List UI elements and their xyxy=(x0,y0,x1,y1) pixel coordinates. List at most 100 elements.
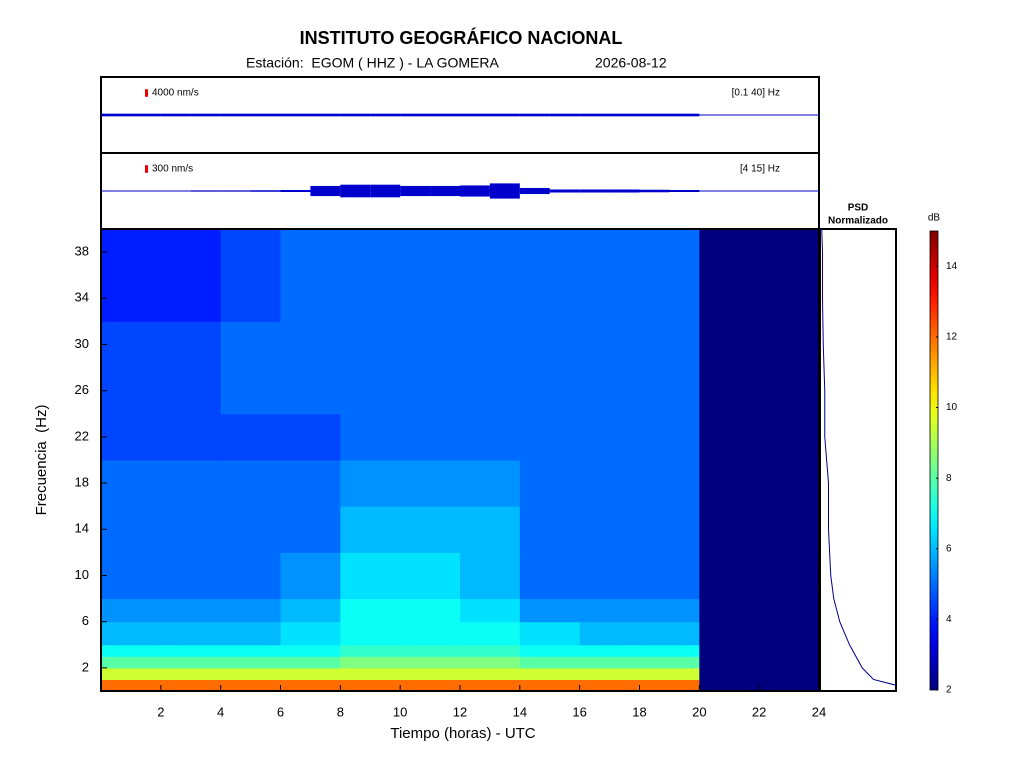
heatmap-cell xyxy=(579,679,640,692)
heatmap-cell xyxy=(280,621,341,646)
y-tick-label: 2 xyxy=(82,659,89,674)
psd-subtitle: Normalizado xyxy=(828,216,888,227)
heatmap-cell xyxy=(759,598,820,623)
heatmap-cell xyxy=(220,667,281,680)
trace-envelope xyxy=(370,113,401,117)
heatmap-cell xyxy=(280,229,341,322)
y-tick-label: 6 xyxy=(82,613,89,628)
trace-envelope xyxy=(280,189,311,193)
x-tick-label: 14 xyxy=(513,704,527,719)
heatmap-cell xyxy=(220,552,281,600)
heatmap-cell xyxy=(220,598,281,623)
heatmap-cell xyxy=(220,506,281,553)
heatmap-cell xyxy=(759,506,820,553)
trace-envelope xyxy=(250,190,281,192)
heatmap-cell xyxy=(340,621,401,646)
trace-envelope xyxy=(160,113,191,117)
heatmap-cell xyxy=(519,598,581,623)
heatmap-cell xyxy=(759,644,820,657)
trace-envelope xyxy=(280,113,311,117)
trace-envelope xyxy=(579,189,610,193)
trace-envelope xyxy=(130,190,161,192)
x-tick-label: 12 xyxy=(453,704,467,719)
heatmap-cell xyxy=(519,229,581,322)
heatmap-cell xyxy=(340,667,401,680)
heatmap-cell xyxy=(400,552,461,600)
trace-envelope xyxy=(400,113,431,117)
heatmap-cell xyxy=(220,229,281,322)
heatmap-cell xyxy=(699,679,760,692)
y-tick-label: 34 xyxy=(75,290,89,305)
psd-line xyxy=(821,228,897,686)
heatmap-cell xyxy=(759,667,820,680)
heatmap-cell xyxy=(160,552,222,600)
colorbar-tick-label: 10 xyxy=(946,402,958,413)
heatmap-cell xyxy=(699,229,760,322)
heatmap-cell xyxy=(340,506,401,553)
trace-envelope xyxy=(160,190,191,192)
heatmap-cell xyxy=(400,656,461,669)
trace-envelope xyxy=(101,113,131,117)
trace-envelope xyxy=(519,113,550,117)
heatmap-cell xyxy=(340,656,401,669)
heatmap-cell xyxy=(101,229,162,322)
heatmap-cell xyxy=(101,460,162,507)
heatmap-cell xyxy=(220,413,281,461)
trace-envelope xyxy=(519,187,550,195)
heatmap-cell xyxy=(220,460,281,507)
heatmap-cell xyxy=(101,656,162,669)
trace-envelope xyxy=(220,113,251,117)
heatmap-cell xyxy=(460,621,521,646)
heatmap-cell xyxy=(460,552,521,600)
x-tick-label: 4 xyxy=(217,704,224,719)
heatmap-cell xyxy=(460,321,521,415)
heatmap-cell xyxy=(699,413,760,461)
heatmap-cell xyxy=(160,621,222,646)
heatmap-cell xyxy=(280,667,341,680)
heatmap-cell xyxy=(280,506,341,553)
heatmap-cell xyxy=(639,229,700,322)
heatmap-cell xyxy=(579,506,640,553)
heatmap-cell xyxy=(340,552,401,600)
heatmap-cell xyxy=(101,667,162,680)
heatmap-cell xyxy=(579,667,640,680)
heatmap-cell xyxy=(160,656,222,669)
heatmap-cell xyxy=(759,229,820,322)
heatmap-cell xyxy=(160,506,222,553)
colorbar-label: dB xyxy=(928,213,941,224)
colorbar-tick-label: 4 xyxy=(946,614,952,625)
heatmap-cell xyxy=(460,460,521,507)
heatmap-cell xyxy=(699,621,760,646)
x-tick-label: 22 xyxy=(752,704,766,719)
x-axis-label: Tiempo (horas) - UTC xyxy=(390,725,535,742)
x-tick-label: 6 xyxy=(277,704,284,719)
heatmap-cell xyxy=(519,679,581,692)
heatmap-cell xyxy=(579,621,640,646)
heatmap-cell xyxy=(280,552,341,600)
heatmap-cell xyxy=(639,644,700,657)
heatmap-cell xyxy=(519,644,581,657)
scale-bar xyxy=(145,165,148,173)
heatmap-cell xyxy=(400,506,461,553)
heatmap-cell xyxy=(460,506,521,553)
heatmap-cell xyxy=(400,644,461,657)
x-tick-label: 24 xyxy=(812,704,826,719)
colorbar-tick-label: 6 xyxy=(946,543,952,554)
heatmap-cell xyxy=(519,552,581,600)
heatmap-cell xyxy=(340,229,401,322)
heatmap-cell xyxy=(759,552,820,600)
scale-bar xyxy=(145,89,148,97)
heatmap-cell xyxy=(639,460,700,507)
heatmap-cell xyxy=(699,552,760,600)
heatmap-cell xyxy=(639,621,700,646)
heatmap-cell xyxy=(699,644,760,657)
trace-envelope xyxy=(489,113,520,117)
heatmap-cell xyxy=(460,598,521,623)
heatmap-cell xyxy=(639,321,700,415)
heatmap-cell xyxy=(460,644,521,657)
heatmap-cell xyxy=(340,321,401,415)
trace-envelope xyxy=(310,113,341,117)
heatmap-cell xyxy=(340,413,401,461)
heatmap-cell xyxy=(220,321,281,415)
heatmap-cell xyxy=(280,413,341,461)
